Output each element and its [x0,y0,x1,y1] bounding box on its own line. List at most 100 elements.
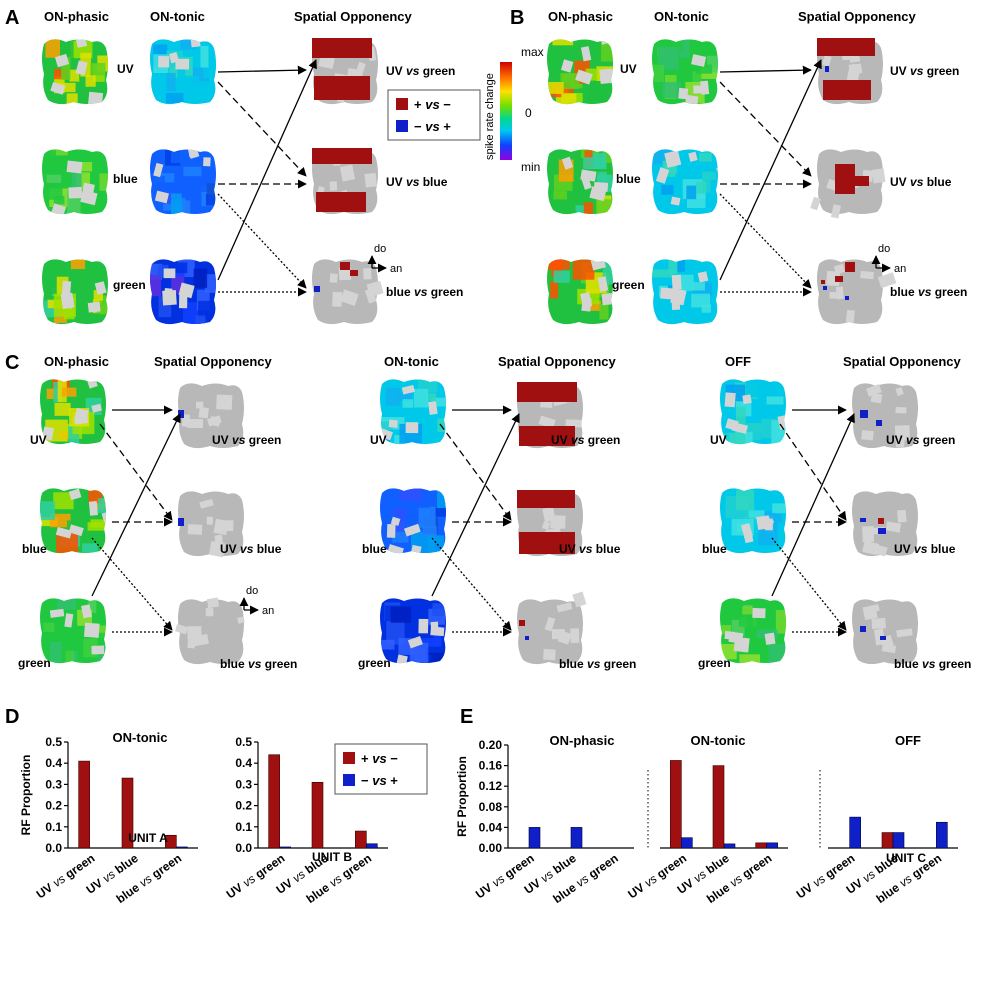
bar-plus-minus [268,754,280,849]
opponency-mark [876,420,882,426]
rf-map-patch [742,606,753,615]
rf-map-gray-patch [664,150,682,168]
rf-map-patch [42,178,63,200]
y-tick-label: 0.2 [45,799,62,813]
rf-map-gray-patch [178,293,188,309]
rf-map-patch [428,535,445,554]
rf-map-a-ontonic-uv [150,39,216,105]
rf-map-patch [739,654,761,664]
rf-map-gray-patch [68,488,82,501]
rf-map-patch [669,311,685,325]
chart-annotation: UNIT B [312,850,352,864]
rf-map-gray-patch [64,613,74,628]
label-c-onphasic-blue: blue [22,542,47,556]
rf-map-gray-patch [94,281,107,295]
rf-map-patch [862,604,878,621]
rf-map-patch [204,274,216,293]
rf-map-gray-patch [427,401,438,415]
label-a-blue: blue [113,172,138,186]
rf-map-patch [826,270,841,287]
y-tick-label: 0.20 [479,738,503,752]
rf-map-patch [766,396,784,405]
rf-map-patch [45,39,61,58]
rf-map-fill [40,379,106,445]
rf-map-gray-patch [691,54,707,67]
opponency-mark [519,426,575,446]
rf-map-gray-patch [386,523,396,538]
rf-map-gray-patch [407,635,423,649]
legend-minus-plus: − vs + [414,119,451,134]
rf-map-b-onphasic-uv [547,39,613,105]
opponency-mark [845,296,849,300]
rf-map-patch [547,82,564,94]
opponency-mark [860,626,866,632]
rf-map-gray-patch [68,186,83,199]
rf-map-patch [205,193,216,206]
rf-map-patch [561,93,577,105]
rf-map-patch [652,269,675,278]
rf-map-patch [338,267,352,281]
label-c-onphasic-uv-vs-blue: UV vs blue [220,542,282,556]
rf-map-patch [575,205,584,215]
rf-map-patch [560,73,571,82]
rf-map-patch [429,507,446,517]
rf-map-patch [729,432,746,445]
rf-map-c-onphasic-green [40,598,106,664]
rf-map-patch [61,387,77,397]
rf-map-patch [810,196,821,211]
rf-map-patch [661,184,674,195]
opponency-mark [823,80,871,100]
rf-map-gray-patch [688,151,698,162]
rf-map-gray-patch [401,385,415,395]
header-a-on-tonic: ON-tonic [150,9,205,24]
opponency-mark [314,286,320,292]
rf-map-patch [53,492,74,510]
rf-map-c-off-green [720,598,786,664]
rf-map-patch [692,71,702,84]
rf-map-patch [40,517,58,527]
rf-map-fill [380,379,446,445]
rf-map-a-opp-uv-green [312,38,378,105]
rf-map-c-onphasic-uv [40,379,106,445]
rf-map-patch [870,392,883,404]
rf-map-patch [195,315,206,325]
label-a-uv-vs-blue: UV vs blue [386,175,448,189]
legend-plus-minus: + vs − [414,97,451,112]
rf-map-patch [678,39,690,58]
rf-map-patch [720,643,737,660]
rf-map-patch [895,386,904,396]
panel-letter-a: A [5,7,19,29]
rf-map-gray-patch [75,60,88,76]
rf-map-patch [701,171,717,181]
rf-map-patch [171,193,182,215]
anterior-label: an [262,605,274,617]
rf-map-c-onphasic-blue [40,488,106,554]
rf-map-patch [553,270,570,283]
rf-map-patch [721,625,732,635]
rf-map-gray-patch [49,608,65,618]
bar-plus-minus [311,781,324,849]
y-tick-label: 0.08 [479,800,503,814]
rf-map-patch [662,82,681,99]
rf-map-gray-patch [430,626,445,637]
rf-map-gray-patch [724,630,735,640]
rf-map-patch [432,397,446,407]
rf-map-fill [40,598,106,664]
rf-map-b-ontonic-blue [652,149,718,215]
label-c-ontonic-green: green [358,656,391,670]
rf-map-gray-patch [91,403,102,413]
rf-map-patch [71,171,82,194]
chart-title: ON-phasic [549,733,614,748]
arrow-a-blue-green [217,193,307,289]
rf-map-patch [602,262,613,285]
rf-map-patch [542,506,556,523]
rf-map-patch [861,430,874,441]
rf-map-gray-patch [758,516,775,529]
bar-minus-plus [849,816,861,849]
rf-map-patch [589,300,602,311]
rf-map-patch [390,606,412,623]
rf-map-c-ontonic-opp-uv-blue [517,490,583,557]
opponency-mark [525,636,529,640]
